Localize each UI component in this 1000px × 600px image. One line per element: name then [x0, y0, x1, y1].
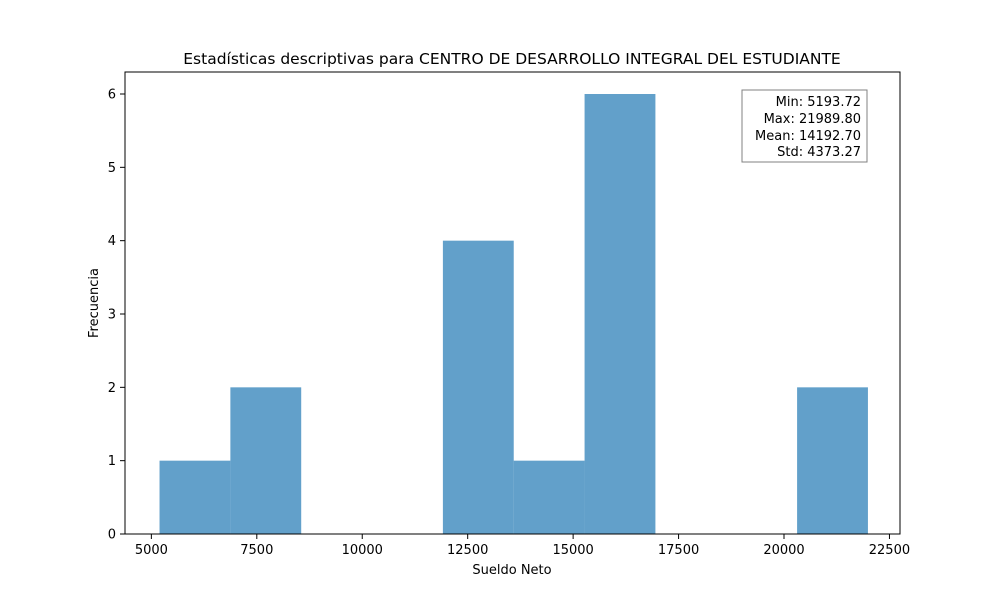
plot-frame [124, 71, 901, 535]
x-tick-label: 17500 [658, 543, 699, 558]
bars-group [159, 94, 868, 534]
x-axis-label: Sueldo Neto [472, 563, 551, 578]
stats-box: Min: 5193.72 Max: 21989.80 Mean: 14192.7… [741, 89, 868, 163]
x-tick-label: 20000 [763, 543, 804, 558]
stat-max: Max: 21989.80 [764, 112, 861, 127]
stat-std: Std: 4373.27 [777, 145, 861, 160]
x-tick-label: 10000 [342, 543, 383, 558]
y-tick-label: 6 [108, 88, 116, 103]
histogram-bar [584, 94, 656, 534]
y-tick-label: 3 [108, 308, 116, 323]
y-tick-label: 4 [108, 234, 116, 249]
stat-min: Min: 5193.72 [776, 95, 861, 110]
y-tick-label: 1 [108, 454, 116, 469]
y-tick-label: 2 [108, 381, 116, 396]
chart-title: Estadísticas descriptivas para CENTRO DE… [183, 50, 840, 68]
x-tick-label: 22500 [869, 543, 910, 558]
stat-mean: Mean: 14192.70 [755, 129, 861, 144]
stats-box-frame [741, 89, 868, 163]
histogram-bar [513, 460, 585, 534]
histogram-bar [159, 460, 231, 534]
y-axis-ticks: 0 1 2 3 4 5 6 [108, 88, 125, 543]
x-axis-ticks: 5000 7500 10000 12500 15000 17500 20000 22500 [135, 534, 910, 558]
y-axis-label: Frecuencia [87, 268, 102, 338]
y-tick-label: 5 [108, 161, 116, 176]
y-tick-label: 0 [108, 528, 116, 543]
x-tick-label: 15000 [552, 543, 593, 558]
histogram-bar [797, 387, 868, 534]
histogram-bar [230, 387, 302, 534]
histogram-bar [442, 240, 514, 534]
x-tick-label: 7500 [240, 543, 273, 558]
x-tick-label: 12500 [447, 543, 488, 558]
x-tick-label: 5000 [135, 543, 168, 558]
